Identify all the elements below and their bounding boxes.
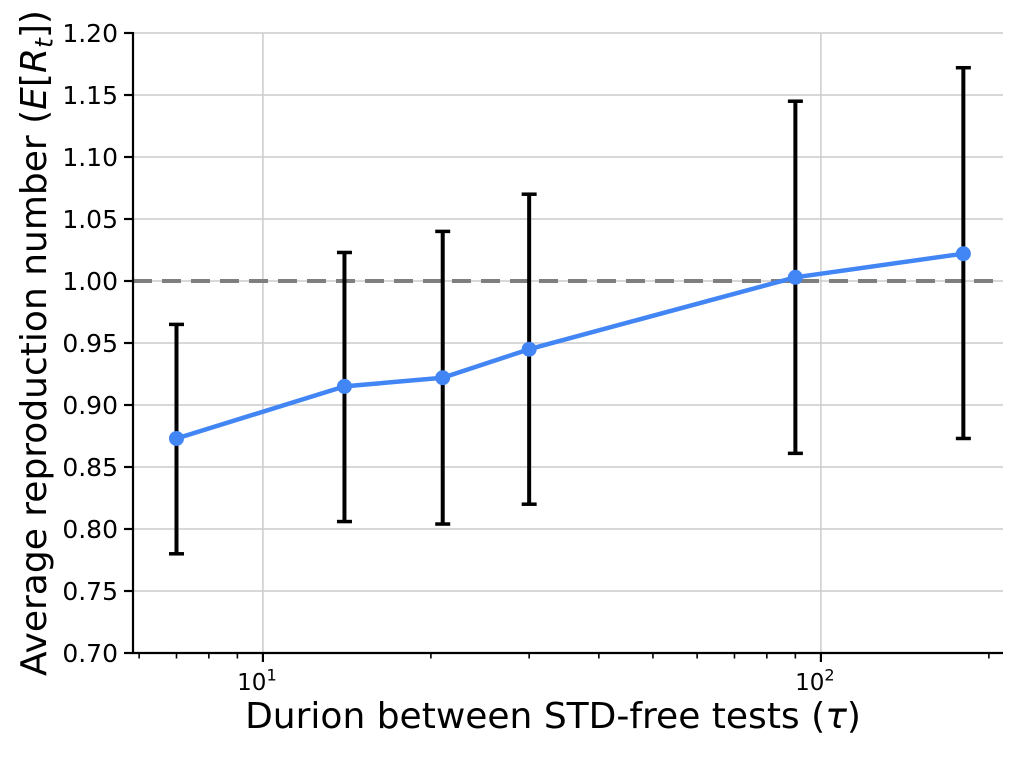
data-point-marker: [955, 246, 971, 262]
y-tick-label: 0.85: [62, 453, 118, 482]
data-point-marker: [336, 378, 352, 394]
x-tick-label: 102: [795, 665, 835, 696]
y-tick-label: 0.80: [62, 515, 118, 544]
data-point-marker: [521, 341, 537, 357]
y-tick-label: 1.20: [62, 19, 118, 48]
data-point-marker: [435, 370, 451, 386]
y-tick-label: 0.75: [62, 577, 118, 606]
y-tick-label: 0.90: [62, 391, 118, 420]
data-line: [174, 251, 966, 441]
data-point-marker: [787, 269, 803, 285]
y-axis-label: Average reproduction number (E[Rt]): [14, 10, 59, 676]
x-tick-label: 101: [237, 665, 277, 696]
y-tick-label: 1.10: [62, 143, 118, 172]
y-tick-label: 1.15: [62, 81, 118, 110]
x-axis-label: Durion between STD-free tests (τ): [245, 696, 861, 737]
y-tick-label: 1.05: [62, 205, 118, 234]
y-tick-label: 0.70: [62, 639, 118, 668]
data-point-marker: [168, 430, 184, 446]
y-tick-label: 0.95: [62, 329, 118, 358]
y-tick-label: 1.00: [62, 267, 118, 296]
